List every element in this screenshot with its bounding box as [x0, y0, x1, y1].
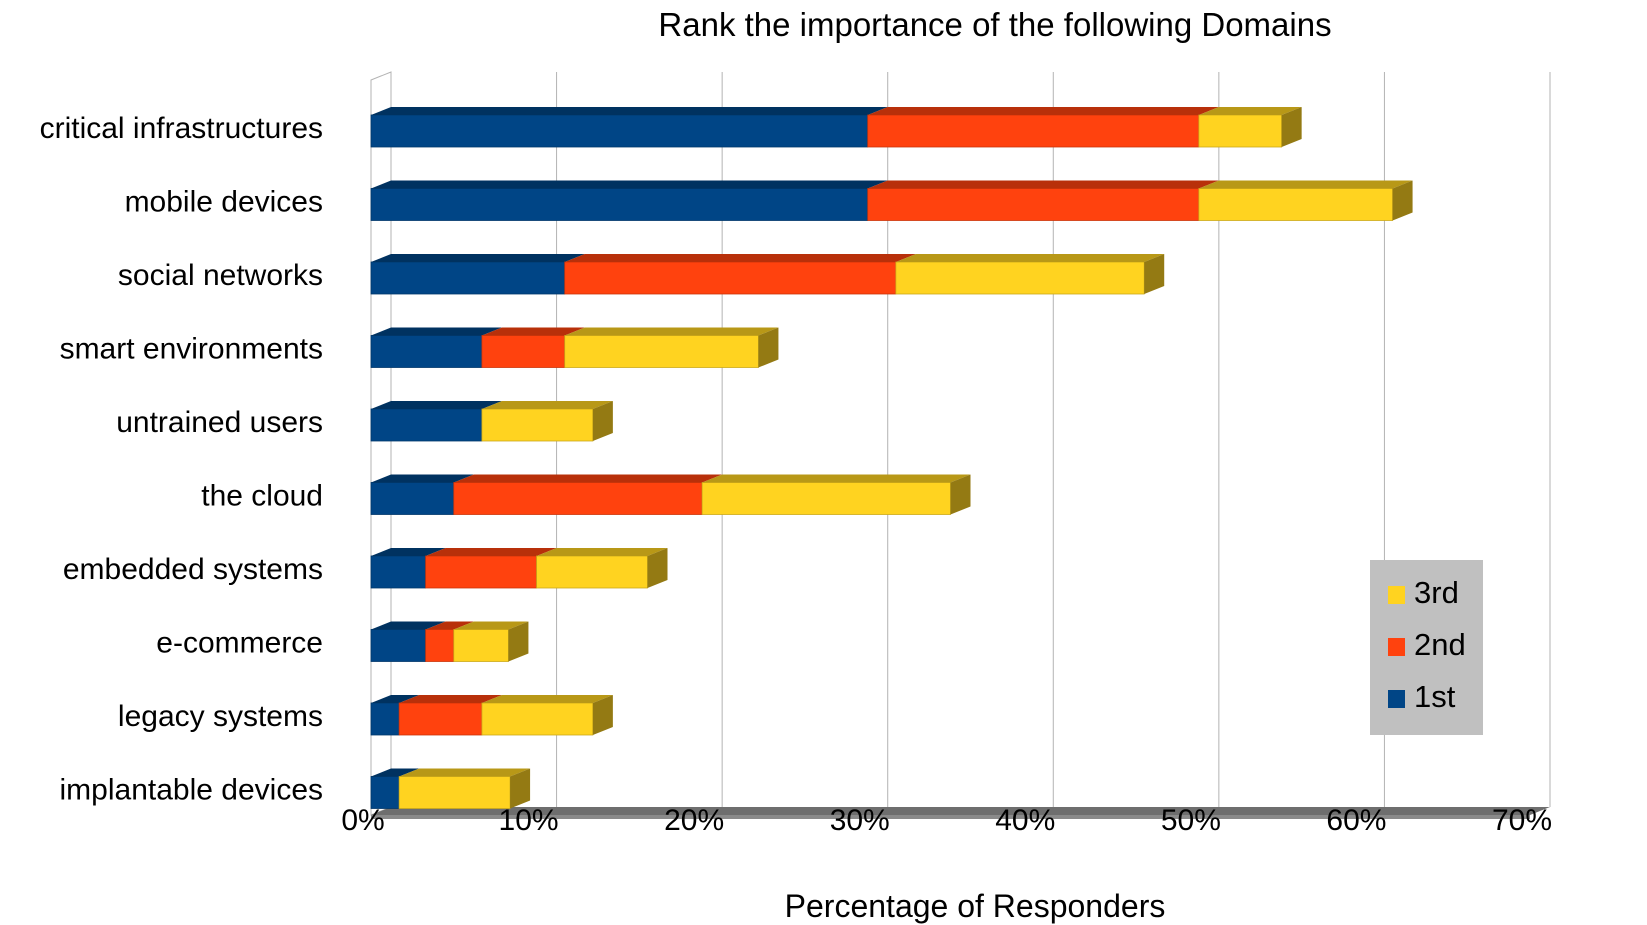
- bar-top-3rd: [453, 621, 529, 630]
- x-tick-label: 10%: [499, 804, 559, 837]
- category-label: embedded systems: [63, 553, 323, 586]
- bar-segment-3rd[interactable]: [398, 776, 511, 809]
- category-label: smart environments: [60, 332, 323, 365]
- bar-top-1st: [371, 548, 446, 556]
- legend-swatch-3rd: [1388, 586, 1405, 604]
- bar-segment-1st[interactable]: [370, 408, 483, 442]
- bar-segment-3rd[interactable]: [1198, 188, 1393, 221]
- bar-top-2nd: [399, 695, 502, 703]
- category-label: mobile devices: [125, 185, 323, 218]
- bar-segment-2nd[interactable]: [425, 555, 537, 589]
- x-tick-label: 0%: [341, 804, 384, 837]
- bar-segment-3rd[interactable]: [453, 629, 509, 662]
- bar-segment-1st[interactable]: [370, 188, 869, 221]
- bar-segment-3rd[interactable]: [564, 335, 759, 368]
- bar-top-1st: [371, 180, 888, 189]
- bar-top-3rd: [1198, 107, 1302, 115]
- bar-top-2nd: [425, 621, 474, 630]
- x-tick-label: 20%: [664, 804, 724, 837]
- bar-top-1st: [371, 768, 420, 777]
- bar-segment-1st[interactable]: [370, 555, 427, 589]
- bar-side-3rd: [508, 621, 529, 662]
- bar-segment-3rd[interactable]: [481, 408, 594, 442]
- x-tick-label: 40%: [995, 804, 1055, 837]
- category-label: legacy systems: [118, 700, 323, 733]
- plot-floor: [371, 807, 1550, 815]
- bar-top-2nd: [564, 254, 916, 262]
- bar-segment-3rd[interactable]: [536, 555, 648, 589]
- bar-side-3rd: [1281, 107, 1302, 147]
- bar-top-2nd: [867, 107, 1219, 115]
- bar-side-3rd: [592, 401, 613, 441]
- bar-top-1st: [371, 401, 502, 409]
- legend-swatch-2nd: [1388, 638, 1405, 656]
- chart-title: Rank the importance of the following Dom…: [658, 6, 1332, 43]
- bar-top-3rd: [702, 474, 971, 483]
- bar-segment-1st[interactable]: [370, 702, 400, 736]
- bar-segment-1st[interactable]: [370, 335, 483, 368]
- bar-top-1st: [371, 107, 888, 115]
- x-tick-label: 70%: [1492, 804, 1552, 837]
- bar-side-3rd: [950, 474, 971, 515]
- x-tick-label: 50%: [1161, 804, 1221, 837]
- legend-swatch-1st: [1388, 690, 1405, 708]
- bar-segment-3rd[interactable]: [701, 482, 951, 515]
- x-tick-label: 30%: [830, 804, 890, 837]
- bar-segment-1st[interactable]: [370, 629, 427, 662]
- bar-top-1st: [371, 254, 585, 262]
- bar-segment-3rd[interactable]: [895, 261, 1145, 295]
- bar-top-2nd: [867, 180, 1219, 189]
- bar-top-3rd: [1198, 180, 1413, 189]
- bar-top-1st: [371, 474, 474, 483]
- bar-side-3rd: [647, 548, 668, 588]
- category-label: critical infrastructures: [40, 112, 323, 145]
- category-label: the cloud: [201, 479, 323, 512]
- x-axis-title: Percentage of Responders: [784, 888, 1166, 924]
- bar-top-2nd: [481, 327, 585, 336]
- x-tick-label: 60%: [1326, 804, 1386, 837]
- bar-segment-2nd[interactable]: [564, 261, 897, 295]
- category-label: e-commerce: [156, 626, 323, 659]
- legend-label: 2nd: [1414, 627, 1466, 662]
- category-label: social networks: [118, 259, 323, 292]
- bar-top-2nd: [425, 548, 557, 556]
- bar-side-3rd: [510, 768, 531, 809]
- bar-top-1st: [371, 695, 420, 703]
- bar-segment-2nd[interactable]: [425, 629, 455, 662]
- bar-side-3rd: [592, 695, 613, 735]
- bar-segment-2nd[interactable]: [867, 114, 1200, 148]
- plot-floor-edge: [371, 815, 1530, 819]
- bar-top-3rd: [564, 327, 779, 336]
- bar-top-3rd: [481, 401, 613, 409]
- bar-segment-2nd[interactable]: [867, 188, 1200, 221]
- bar-top-3rd: [399, 768, 531, 777]
- bar-segment-2nd[interactable]: [481, 335, 566, 368]
- category-label: untrained users: [116, 406, 323, 439]
- bar-top-3rd: [536, 548, 668, 556]
- bar-segment-3rd[interactable]: [1198, 114, 1283, 148]
- bar-side-3rd: [758, 327, 779, 368]
- bar-side-3rd: [1392, 180, 1413, 221]
- bar-segment-1st[interactable]: [370, 261, 566, 295]
- bar-side-3rd: [1144, 254, 1165, 294]
- bar-segment-2nd[interactable]: [398, 702, 483, 736]
- bar-segment-1st[interactable]: [370, 482, 455, 515]
- legend-label: 1st: [1414, 679, 1456, 714]
- category-label: implantable devices: [60, 773, 323, 806]
- bar-top-3rd: [895, 254, 1165, 262]
- bar-top-1st: [371, 327, 502, 336]
- bar-top-3rd: [481, 695, 613, 703]
- legend-label: 3rd: [1414, 575, 1459, 610]
- bar-top-1st: [371, 621, 446, 630]
- bar-segment-2nd[interactable]: [453, 482, 703, 515]
- bar-top-2nd: [453, 474, 723, 483]
- bar-segment-3rd[interactable]: [481, 702, 594, 736]
- bar-segment-1st[interactable]: [370, 114, 869, 148]
